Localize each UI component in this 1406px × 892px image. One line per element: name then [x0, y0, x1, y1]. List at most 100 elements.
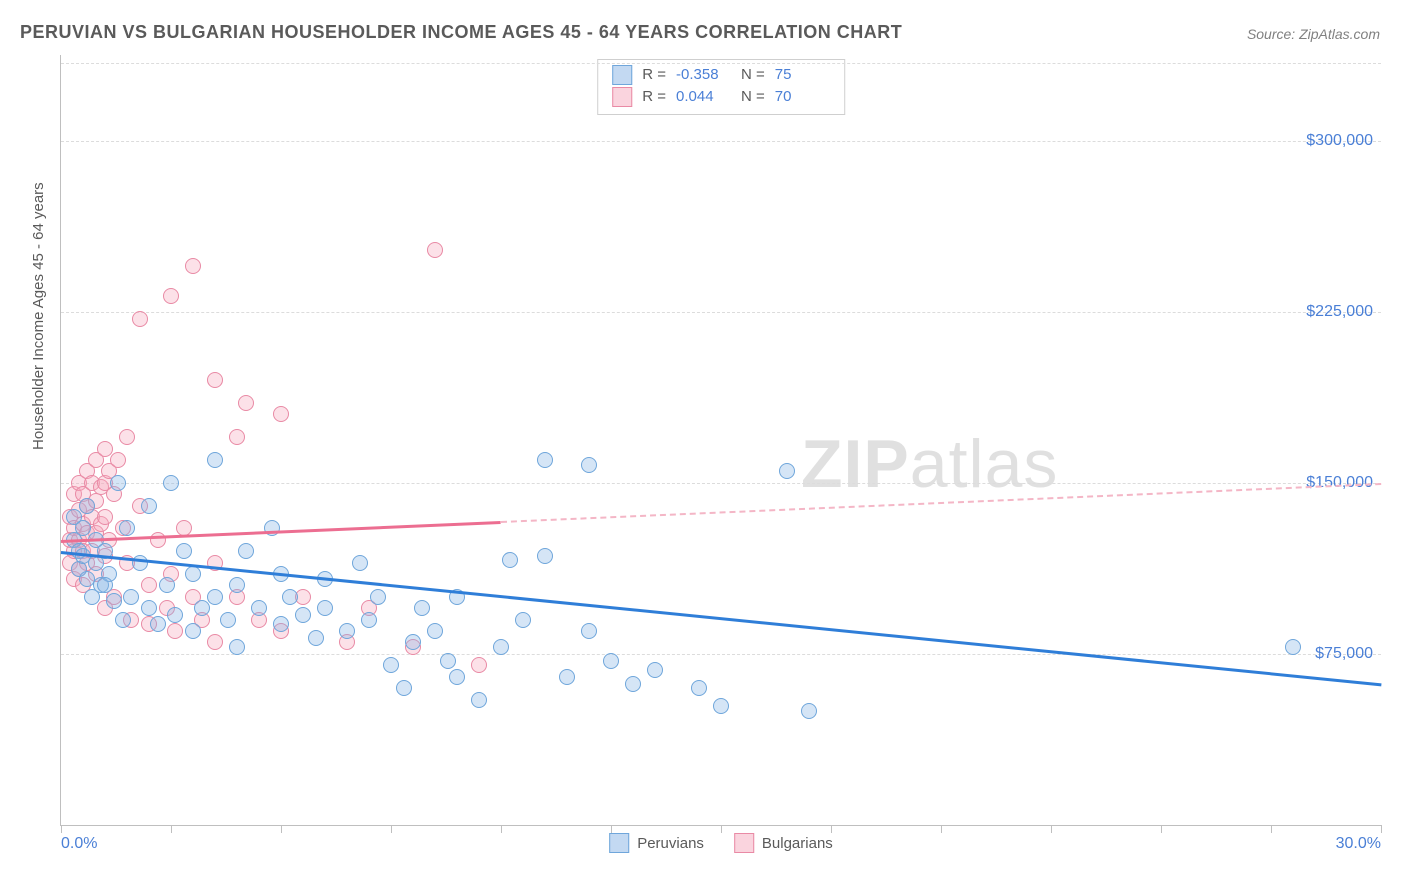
data-point	[427, 623, 443, 639]
x-tick	[611, 825, 612, 833]
data-point	[361, 612, 377, 628]
data-point	[119, 429, 135, 445]
gridline	[61, 312, 1381, 313]
data-point	[97, 509, 113, 525]
data-point	[185, 258, 201, 274]
data-point	[132, 311, 148, 327]
data-point	[537, 452, 553, 468]
data-point	[150, 532, 166, 548]
x-tick	[171, 825, 172, 833]
data-point	[502, 552, 518, 568]
data-point	[251, 600, 267, 616]
data-point	[123, 589, 139, 605]
swatch-pink-icon	[734, 833, 754, 853]
swatch-blue-icon	[609, 833, 629, 853]
data-point	[97, 577, 113, 593]
x-tick	[281, 825, 282, 833]
data-point	[141, 600, 157, 616]
x-tick	[831, 825, 832, 833]
data-point	[282, 589, 298, 605]
correlation-legend: R = -0.358 N = 75 R = 0.044 N = 70	[597, 59, 845, 115]
data-point	[132, 555, 148, 571]
data-point	[97, 441, 113, 457]
data-point	[1285, 639, 1301, 655]
data-point	[295, 607, 311, 623]
x-tick	[941, 825, 942, 833]
data-point	[559, 669, 575, 685]
data-point	[207, 452, 223, 468]
y-tick-label: $75,000	[1315, 645, 1373, 663]
data-point	[647, 662, 663, 678]
x-tick	[501, 825, 502, 833]
data-point	[537, 548, 553, 564]
data-point	[801, 703, 817, 719]
data-point	[176, 543, 192, 559]
x-tick	[721, 825, 722, 833]
data-point	[229, 429, 245, 445]
series-legend-bulgarians: Bulgarians	[734, 833, 833, 853]
data-point	[414, 600, 430, 616]
watermark: ZIPatlas	[801, 425, 1058, 503]
data-point	[229, 639, 245, 655]
data-point	[581, 457, 597, 473]
data-point	[308, 630, 324, 646]
x-tick	[391, 825, 392, 833]
data-point	[110, 475, 126, 491]
scatter-plot: ZIPatlas R = -0.358 N = 75 R = 0.044 N =…	[60, 55, 1381, 826]
data-point	[273, 616, 289, 632]
x-tick	[1161, 825, 1162, 833]
gridline	[61, 483, 1381, 484]
data-point	[779, 463, 795, 479]
y-tick-label: $300,000	[1306, 132, 1373, 150]
data-point	[471, 657, 487, 673]
data-point	[440, 653, 456, 669]
data-point	[141, 498, 157, 514]
data-point	[238, 395, 254, 411]
trend-line	[501, 483, 1381, 523]
data-point	[603, 653, 619, 669]
data-point	[471, 692, 487, 708]
x-tick	[1381, 825, 1382, 833]
legend-row-peruvians: R = -0.358 N = 75	[612, 64, 830, 86]
data-point	[581, 623, 597, 639]
data-point	[713, 698, 729, 714]
data-point	[396, 680, 412, 696]
x-tick	[1051, 825, 1052, 833]
gridline	[61, 654, 1381, 655]
x-axis-max-label: 30.0%	[1336, 835, 1381, 853]
data-point	[207, 372, 223, 388]
gridline	[61, 63, 1381, 64]
data-point	[449, 669, 465, 685]
data-point	[185, 566, 201, 582]
data-point	[207, 589, 223, 605]
data-point	[110, 452, 126, 468]
series-legend: Peruvians Bulgarians	[609, 833, 833, 853]
data-point	[115, 612, 131, 628]
data-point	[405, 634, 421, 650]
chart-title: PERUVIAN VS BULGARIAN HOUSEHOLDER INCOME…	[20, 22, 902, 43]
data-point	[238, 543, 254, 559]
series-legend-peruvians: Peruvians	[609, 833, 704, 853]
legend-swatch-pink	[612, 87, 632, 107]
x-tick	[1271, 825, 1272, 833]
data-point	[106, 593, 122, 609]
gridline	[61, 141, 1381, 142]
y-axis-label: Householder Income Ages 45 - 64 years	[30, 182, 47, 450]
data-point	[150, 616, 166, 632]
x-tick	[61, 825, 62, 833]
source-label: Source: ZipAtlas.com	[1247, 26, 1380, 42]
data-point	[75, 520, 91, 536]
data-point	[370, 589, 386, 605]
y-tick-label: $225,000	[1306, 303, 1373, 321]
data-point	[493, 639, 509, 655]
data-point	[220, 612, 236, 628]
data-point	[273, 406, 289, 422]
data-point	[119, 520, 135, 536]
data-point	[167, 623, 183, 639]
data-point	[339, 623, 355, 639]
data-point	[317, 600, 333, 616]
data-point	[229, 577, 245, 593]
data-point	[163, 475, 179, 491]
data-point	[163, 288, 179, 304]
data-point	[194, 600, 210, 616]
